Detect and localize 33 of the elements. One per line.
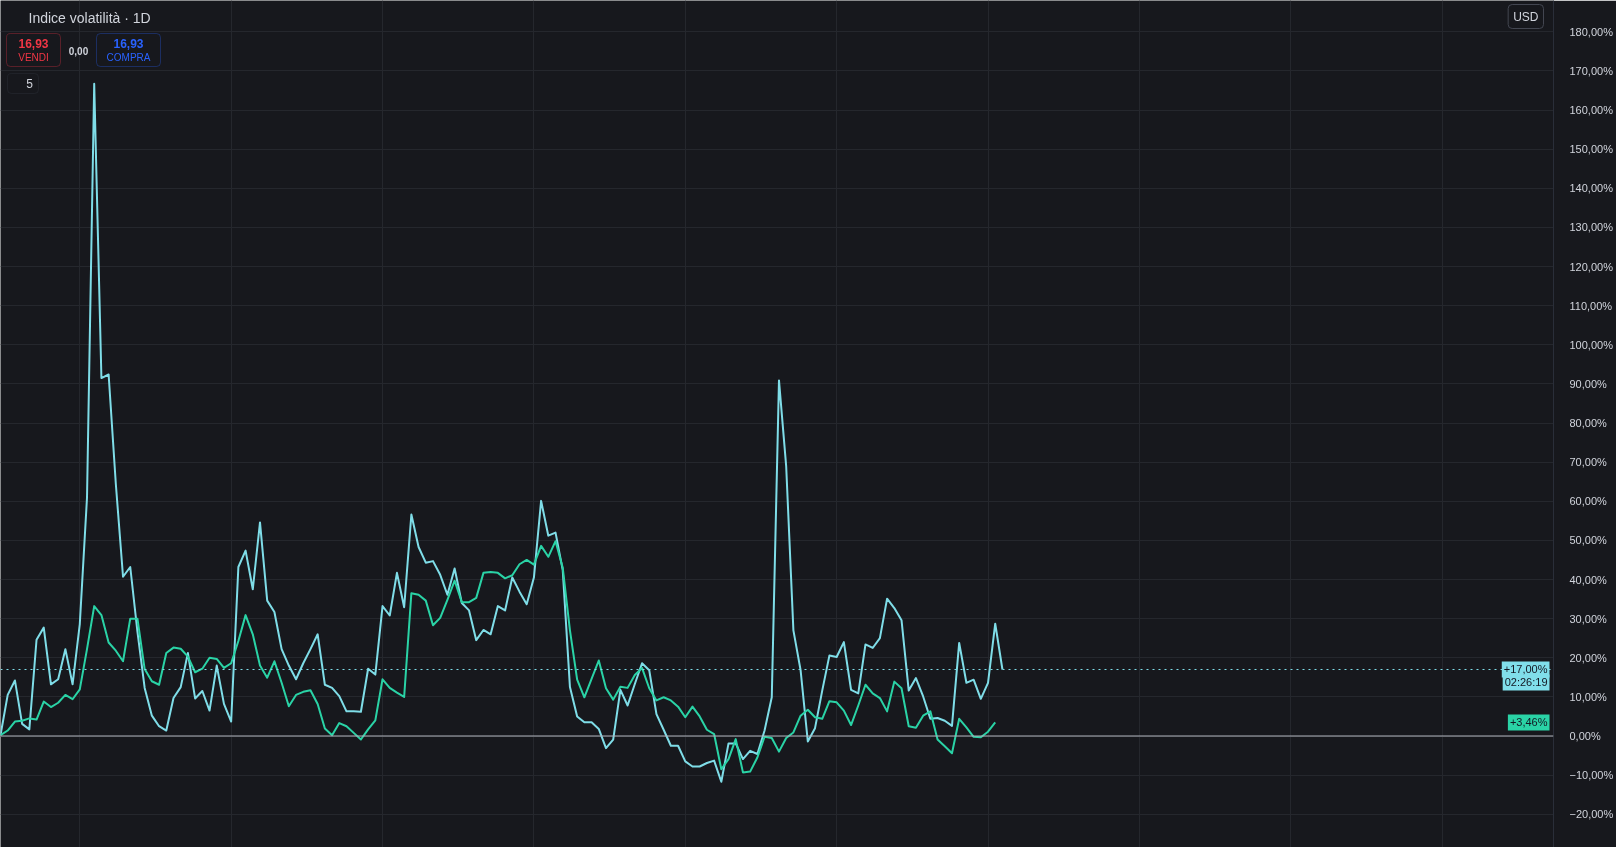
y-tick-label: 40,00% — [1569, 573, 1608, 586]
y-tick-label: 140,00% — [1569, 182, 1614, 195]
y-tick-label: 150,00% — [1569, 143, 1614, 156]
ref-line-label: +17,00% — [1503, 663, 1548, 676]
text: +3,46% — [1509, 716, 1548, 729]
y-tick-label: 130,00% — [1569, 221, 1614, 234]
y-tick-label: 170,00% — [1569, 64, 1614, 77]
y-tick-label: 180,00% — [1569, 25, 1614, 38]
y-tick-label: 70,00% — [1569, 456, 1608, 469]
y-tick-label: 160,00% — [1569, 104, 1614, 117]
y-tick-label: 50,00% — [1569, 534, 1608, 547]
annotation: VENDI — [18, 52, 49, 63]
annotation: 16,93 — [18, 37, 49, 51]
y-tick-label: 110,00% — [1569, 299, 1613, 312]
y-tick-label: 60,00% — [1569, 495, 1608, 508]
y-tick-label: 0,00% — [1569, 730, 1601, 742]
y-tick-label: 100,00% — [1569, 338, 1614, 351]
y-tick-label: 120,00% — [1569, 260, 1614, 273]
y-tick-label: 10,00% — [1569, 690, 1608, 703]
annotation: COMPRA — [106, 52, 151, 63]
text: USD — [1513, 9, 1539, 24]
line-series — [0, 540, 997, 774]
y-tick-label: 90,00% — [1569, 377, 1608, 390]
annotation: 0,00 — [68, 45, 89, 57]
y-tick-label: 20,00% — [1569, 651, 1608, 664]
text: Indice volatilità · 1D — [28, 9, 151, 26]
y-tick-label: −20,00% — [1569, 808, 1614, 821]
annotation: 5 — [26, 77, 34, 91]
annotation: 16,93 — [113, 37, 144, 51]
y-tick-label: 80,00% — [1569, 417, 1608, 430]
text: 02:26:19 — [1504, 676, 1548, 689]
y-tick-label: −10,00% — [1569, 769, 1614, 782]
y-tick-label: 30,00% — [1569, 612, 1608, 625]
